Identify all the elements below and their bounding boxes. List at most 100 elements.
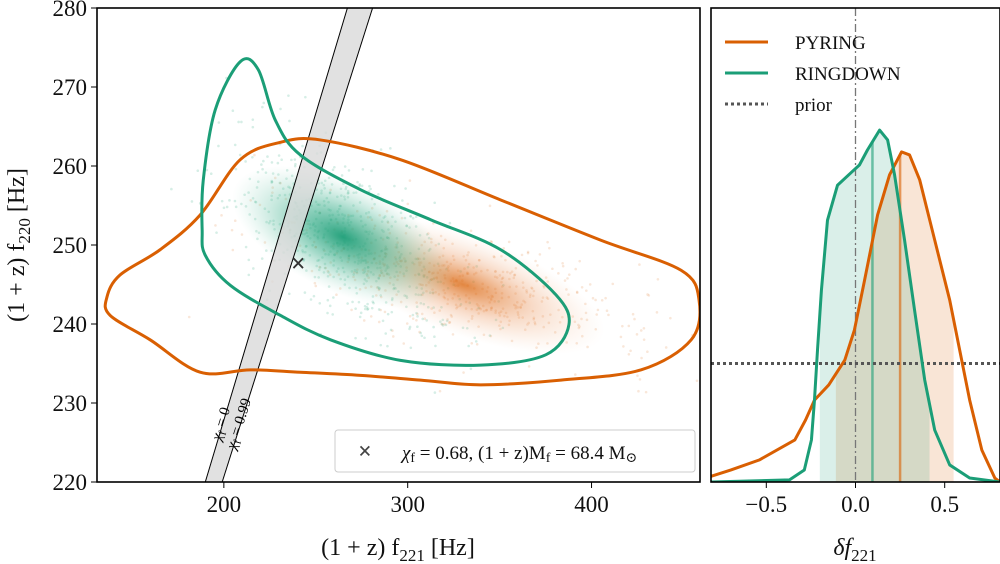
scatter-point-ringdown xyxy=(419,331,422,335)
scatter-point-pyring xyxy=(780,363,783,366)
scatter-point-pyring xyxy=(402,342,406,345)
scatter-point-pyring xyxy=(607,313,610,317)
kerr-marker: × xyxy=(291,249,306,278)
scatter-point-ringdown xyxy=(294,162,297,166)
scatter-point-pyring xyxy=(526,250,530,254)
scatter-point-pyring xyxy=(639,329,643,332)
scatter-point-pyring xyxy=(640,356,643,360)
y-tick-label: 220 xyxy=(53,470,88,495)
scatter-point-ringdown xyxy=(326,298,330,302)
scatter-point-ringdown xyxy=(225,205,229,209)
scatter-point-pyring xyxy=(557,272,560,275)
scatter-point-ringdown xyxy=(238,153,242,157)
legend-right: PYRING RINGDOWN prior xyxy=(725,33,901,116)
scatter-point-ringdown xyxy=(247,273,251,277)
scatter-point-ringdown xyxy=(370,169,373,173)
scatter-point-ringdown xyxy=(237,120,240,124)
scatter-point-ringdown xyxy=(393,184,396,188)
scatter-point-ringdown xyxy=(234,167,238,171)
scatter-point-ringdown xyxy=(288,119,291,123)
posterior-curve-ringdown xyxy=(711,128,1000,482)
x-tick-label: 200 xyxy=(207,492,242,517)
density-ringdown xyxy=(232,165,455,309)
scatter-point-ringdown xyxy=(414,215,418,219)
scatter-point-ringdown xyxy=(347,169,351,172)
scatter-point-ringdown xyxy=(401,199,404,202)
scatter-point-pyring xyxy=(621,324,624,328)
x-tick-label: 0.5 xyxy=(930,492,959,517)
scatter-point-pyring xyxy=(631,312,635,316)
scatter-point-ringdown xyxy=(408,327,411,331)
legend-box-left: × χf = 0.68, (1 + z)Mf = 68.4 M⊙ xyxy=(334,429,696,473)
scatter-point-ringdown xyxy=(276,161,280,165)
scatter-point-ringdown xyxy=(433,201,436,205)
scatter-point-ringdown xyxy=(244,245,248,249)
scatter-point-ringdown xyxy=(366,307,370,311)
scatter-point-ringdown xyxy=(222,206,226,210)
scatter-point-pyring xyxy=(350,308,353,312)
scatter-point-pyring xyxy=(644,390,648,394)
scatter-point-pyring xyxy=(548,246,551,250)
scatter-point-ringdown xyxy=(217,121,221,124)
scatter-point-pyring xyxy=(253,153,256,157)
scatter-point-pyring xyxy=(611,282,615,286)
scatter-point-ringdown xyxy=(290,158,293,162)
scatter-point-pyring xyxy=(507,240,511,244)
scatter-point-ringdown xyxy=(170,187,173,191)
scatter-point-pyring xyxy=(695,379,699,383)
x-tick-label: −0.5 xyxy=(745,492,787,517)
scatter-point-pyring xyxy=(594,298,597,302)
scatter-point-ringdown xyxy=(260,163,263,166)
scatter-point-ringdown xyxy=(190,200,194,203)
scatter-point-pyring xyxy=(574,373,577,376)
scatter-point-ringdown xyxy=(260,257,264,260)
scatter-point-ringdown xyxy=(233,143,237,147)
scatter-point-ringdown xyxy=(363,304,367,308)
scatter-point-ringdown xyxy=(381,319,385,323)
scatter-point-pyring xyxy=(604,296,607,300)
scatter-point-pyring xyxy=(566,277,569,280)
scatter-point-pyring xyxy=(638,263,641,266)
scatter-point-ringdown xyxy=(434,344,437,348)
scatter-point-pyring xyxy=(561,264,565,268)
scatter-point-ringdown xyxy=(467,344,470,348)
scatter-point-ringdown xyxy=(303,291,307,294)
scatter-point-ringdown xyxy=(448,221,452,225)
scatter-point-ringdown xyxy=(433,391,437,394)
scatter-point-ringdown xyxy=(277,154,281,157)
scatter-point-pyring xyxy=(538,253,542,256)
scatter-point-ringdown xyxy=(354,307,357,310)
scatter-point-ringdown xyxy=(244,160,247,163)
scatter-point-pyring xyxy=(656,277,660,281)
band-edge-line xyxy=(204,8,348,482)
x-tick-label: 300 xyxy=(390,492,425,517)
scatter-point-pyring xyxy=(534,259,537,263)
scatter-point-pyring xyxy=(619,335,623,339)
scatter-point-ringdown xyxy=(270,161,274,164)
scatter-point-ringdown xyxy=(266,155,269,158)
scatter-point-ringdown xyxy=(423,336,426,340)
scatter-point-pyring xyxy=(526,251,530,255)
scatter-point-ringdown xyxy=(287,94,290,97)
legend-label-prior: prior xyxy=(795,95,833,116)
scatter-point-ringdown xyxy=(304,95,307,99)
scatter-point-pyring xyxy=(462,371,465,374)
scatter-point-ringdown xyxy=(351,300,354,304)
scatter-point-ringdown xyxy=(262,101,266,105)
scatter-point-pyring xyxy=(469,229,473,233)
scatter-point-pyring xyxy=(647,294,651,297)
y-axis-label-left: (1 + z) f220 [Hz] xyxy=(4,168,34,322)
scatter-point-ringdown xyxy=(408,325,412,329)
scatter-point-ringdown xyxy=(326,311,329,315)
scatter-point-ringdown xyxy=(318,301,322,305)
scatter-point-pyring xyxy=(408,179,412,182)
scatter-point-ringdown xyxy=(433,335,436,339)
scatter-point-pyring xyxy=(567,273,571,276)
scatter-point-pyring xyxy=(664,346,668,349)
scatter-point-ringdown xyxy=(240,120,243,124)
scatter-point-ringdown xyxy=(389,147,392,150)
scatter-point-ringdown xyxy=(251,155,254,159)
scatter-point-ringdown xyxy=(384,332,388,335)
scatter-point-pyring xyxy=(240,233,244,236)
scatter-point-pyring xyxy=(187,315,191,319)
